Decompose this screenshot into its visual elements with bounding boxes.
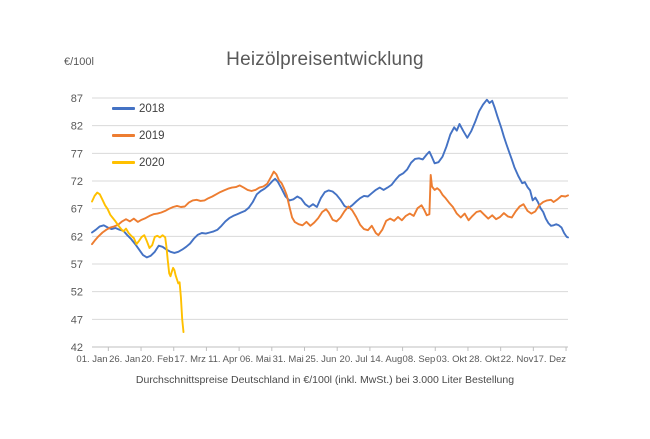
legend-line-swatch-2019 xyxy=(112,134,135,137)
series-line-2019 xyxy=(91,170,569,246)
y-axis-unit-label: €/100l xyxy=(64,56,94,68)
x-tick-label: 26. Jan xyxy=(109,354,140,365)
legend-label: 2019 xyxy=(139,129,165,142)
x-tick-label: 14. Aug xyxy=(370,354,402,365)
y-tick-label: 52 xyxy=(71,287,83,299)
x-tick-label: 06. Mai xyxy=(240,354,271,365)
legend-item-2018: 2018 xyxy=(112,95,165,122)
y-tick-label: 72 xyxy=(71,176,83,188)
legend-line-swatch-2018 xyxy=(112,107,135,110)
x-tick-label: 28. Okt xyxy=(469,354,500,365)
y-tick-label: 67 xyxy=(71,204,83,216)
y-tick-label: 77 xyxy=(71,148,83,160)
legend-item-2020: 2020 xyxy=(112,149,165,176)
legend-item-2019: 2019 xyxy=(112,122,165,149)
legend-line-swatch-2020 xyxy=(112,161,135,164)
chart-title: Heizölpreisentwicklung xyxy=(226,49,424,70)
legend-label: 2018 xyxy=(139,102,165,115)
x-tick-label: 22. Nov xyxy=(501,354,534,365)
y-tick-label: 47 xyxy=(71,314,83,326)
y-tick-label: 87 xyxy=(71,93,83,105)
x-tick-label: 08. Sep xyxy=(403,354,436,365)
series-line-2018 xyxy=(91,98,569,259)
y-tick-label: 82 xyxy=(71,121,83,133)
chart-footnote: Durchschnittspreise Deutschland in €/100… xyxy=(135,374,515,386)
y-tick-label: 62 xyxy=(71,231,83,243)
series-line-2020 xyxy=(91,191,185,334)
y-tick-label: 57 xyxy=(71,259,83,271)
x-tick-label: 20. Jul xyxy=(340,354,368,365)
x-tick-label: 31. Mai xyxy=(273,354,304,365)
legend: 2018 2019 2020 xyxy=(112,95,165,176)
x-tick-label: 03. Okt xyxy=(436,354,467,365)
legend-label: 2020 xyxy=(139,156,165,169)
x-tick-label: 17. Dez xyxy=(533,354,566,365)
x-tick-label: 17. Mrz xyxy=(174,354,206,365)
x-tick-label: 11. Apr xyxy=(208,354,237,365)
y-tick-label: 42 xyxy=(71,342,83,354)
x-tick-label: 20. Feb xyxy=(141,354,173,365)
x-tick-label: 25. Jun xyxy=(305,354,336,365)
x-tick-label: 01. Jan xyxy=(76,354,107,365)
